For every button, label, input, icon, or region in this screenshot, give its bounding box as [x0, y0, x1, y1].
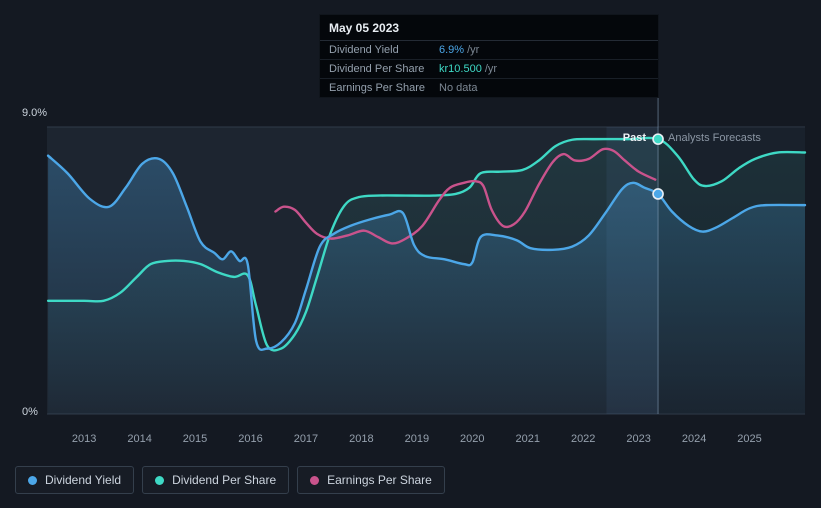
past-label: Past — [622, 132, 646, 144]
tooltip-value-suffix: /yr — [484, 63, 498, 75]
y-axis-tick-bottom: 0% — [22, 406, 38, 418]
legend-label: Dividend Per Share — [172, 473, 277, 487]
tooltip-row-dividend-yield: Dividend Yield 6.9% /yr — [320, 41, 658, 60]
tooltip-value: 6.9% — [439, 44, 465, 56]
series-area — [48, 155, 805, 414]
chart-legend: Dividend Yield Dividend Per Share Earnin… — [15, 466, 445, 494]
tooltip-label: Dividend Per Share — [329, 63, 425, 75]
tooltip-value-suffix: /yr — [467, 44, 480, 56]
legend-label: Dividend Yield — [45, 473, 122, 487]
tooltip-value: kr10.500 — [439, 63, 482, 75]
y-axis-tick-top: 9.0% — [22, 107, 48, 119]
hover-highlight-band — [606, 127, 659, 414]
chart-tooltip: May 05 2023 Dividend Yield 6.9% /yr Divi… — [320, 15, 658, 97]
earnings-per-share-dot-icon — [310, 475, 320, 485]
legend-item-earnings-per-share[interactable]: Earnings Per Share — [297, 466, 445, 494]
legend-label: Earnings Per Share — [327, 473, 432, 487]
dividend-per-share-dot-icon — [155, 475, 165, 485]
analysts-forecasts-label: Analysts Forecasts — [668, 132, 761, 144]
tooltip-value: No data — [439, 82, 478, 94]
series-line-dividend_per_share — [46, 136, 807, 352]
series-line-earnings_per_share — [274, 147, 657, 245]
legend-item-dividend-yield[interactable]: Dividend Yield — [15, 466, 135, 494]
tooltip-row-earnings-per-share: Earnings Per Share No data — [320, 79, 658, 97]
tooltip-label: Earnings Per Share — [329, 82, 425, 94]
marker-dividend_yield — [652, 188, 664, 200]
tooltip-date: May 05 2023 — [320, 15, 658, 41]
legend-item-dividend-per-share[interactable]: Dividend Per Share — [142, 466, 290, 494]
dividend-yield-dot-icon — [28, 475, 37, 485]
tooltip-label: Dividend Yield — [329, 44, 399, 56]
tooltip-row-dividend-per-share: Dividend Per Share kr10.500 /yr — [320, 60, 658, 79]
forecast-region-shade — [658, 127, 805, 414]
marker-dividend_per_share — [652, 133, 664, 145]
